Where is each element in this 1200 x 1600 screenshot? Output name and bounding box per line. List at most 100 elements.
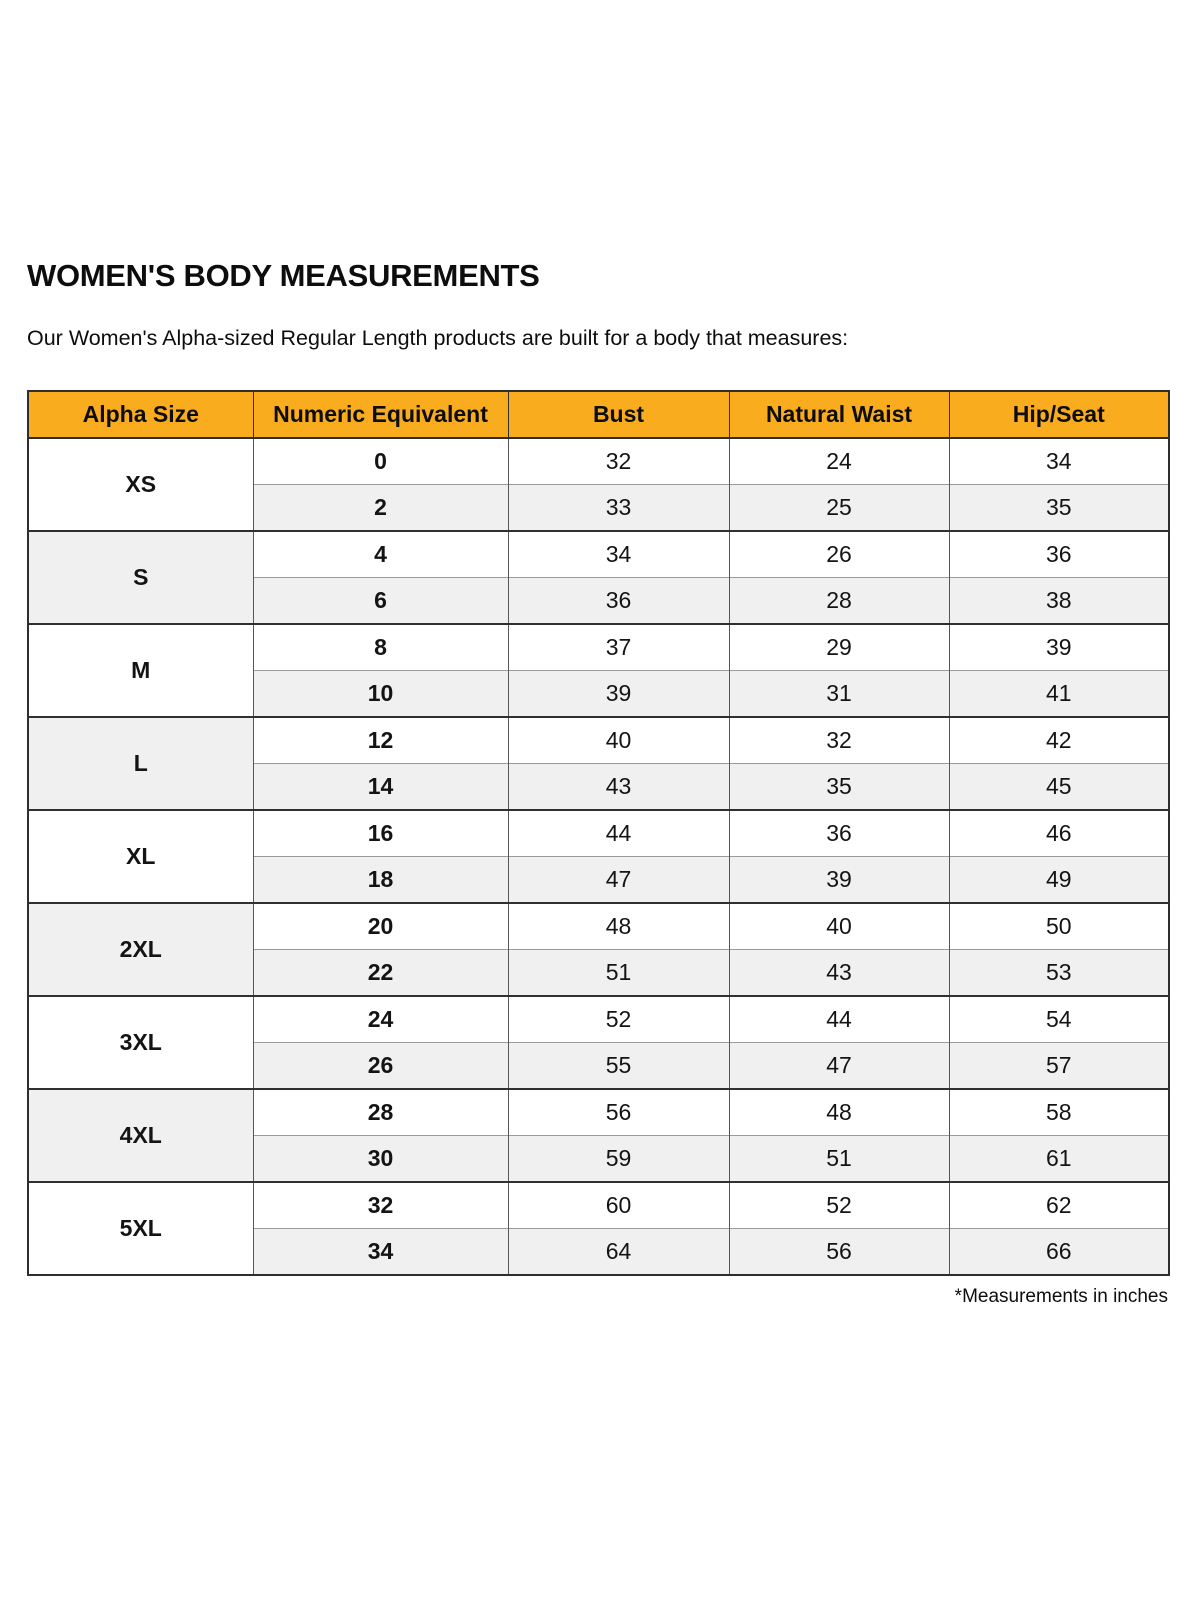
numeric-cell: 22 xyxy=(252,949,509,996)
bust-cell: 52 xyxy=(507,995,730,1043)
hip-cell: 54 xyxy=(948,995,1170,1043)
numeric-cell: 2 xyxy=(252,484,509,531)
waist-cell: 48 xyxy=(728,1088,950,1136)
alpha-size-cell: XL xyxy=(27,809,254,903)
bust-cell: 36 xyxy=(507,577,730,624)
bust-cell: 59 xyxy=(507,1135,730,1182)
table-row: M 8 37 29 39 xyxy=(27,623,1170,717)
waist-cell: 36 xyxy=(728,809,950,857)
waist-cell: 56 xyxy=(728,1228,950,1275)
waist-cell: 29 xyxy=(728,623,950,671)
table-row: 22 51 43 53 xyxy=(28,949,1170,996)
hip-cell: 57 xyxy=(948,1042,1170,1089)
page-title: WOMEN'S BODY MEASUREMENTS xyxy=(27,258,540,293)
waist-cell: 39 xyxy=(728,856,950,903)
numeric-cell: 8 xyxy=(252,623,509,671)
alpha-size-cell: 4XL xyxy=(27,1088,254,1182)
numeric-cell: 0 xyxy=(252,437,509,485)
table-row: XS 0 32 24 34 xyxy=(27,437,1170,531)
bust-cell: 44 xyxy=(507,809,730,857)
hip-cell: 46 xyxy=(948,809,1170,857)
hip-cell: 61 xyxy=(948,1135,1170,1182)
table-row: 2 33 25 35 xyxy=(28,484,1170,531)
numeric-cell: 6 xyxy=(252,577,509,624)
hip-cell: 42 xyxy=(948,716,1170,764)
table-row: 5XL 32 60 52 62 xyxy=(27,1181,1170,1275)
numeric-cell: 24 xyxy=(252,995,509,1043)
waist-cell: 40 xyxy=(728,902,950,950)
alpha-size-cell: L xyxy=(27,716,254,810)
column-header-numeric-equivalent: Numeric Equivalent xyxy=(252,390,509,439)
alpha-size-cell: 5XL xyxy=(27,1181,254,1275)
hip-cell: 53 xyxy=(948,949,1170,996)
table-row: 6 36 28 38 xyxy=(28,577,1170,624)
waist-cell: 47 xyxy=(728,1042,950,1089)
numeric-cell: 32 xyxy=(252,1181,509,1229)
measurements-footnote: *Measurements in inches xyxy=(954,1286,1168,1307)
alpha-size-cell: XS xyxy=(27,437,254,531)
table-row: XL 16 44 36 46 xyxy=(27,809,1170,903)
numeric-cell: 34 xyxy=(252,1228,509,1275)
numeric-cell: 16 xyxy=(252,809,509,857)
bust-cell: 43 xyxy=(507,763,730,810)
alpha-size-cell: M xyxy=(27,623,254,717)
hip-cell: 36 xyxy=(948,530,1170,578)
waist-cell: 28 xyxy=(728,577,950,624)
alpha-size-cell: 2XL xyxy=(27,902,254,996)
hip-cell: 66 xyxy=(948,1228,1170,1275)
bust-cell: 40 xyxy=(507,716,730,764)
column-header-bust: Bust xyxy=(507,390,730,439)
bust-cell: 64 xyxy=(507,1228,730,1275)
hip-cell: 58 xyxy=(948,1088,1170,1136)
bust-cell: 56 xyxy=(507,1088,730,1136)
waist-cell: 35 xyxy=(728,763,950,810)
table-row: 14 43 35 45 xyxy=(28,763,1170,810)
bust-cell: 39 xyxy=(507,670,730,717)
alpha-size-cell: 3XL xyxy=(27,995,254,1089)
numeric-cell: 20 xyxy=(252,902,509,950)
hip-cell: 45 xyxy=(948,763,1170,810)
column-header-alpha-size: Alpha Size xyxy=(27,390,254,439)
hip-cell: 38 xyxy=(948,577,1170,624)
waist-cell: 51 xyxy=(728,1135,950,1182)
table-row: 18 47 39 49 xyxy=(28,856,1170,903)
bust-cell: 55 xyxy=(507,1042,730,1089)
numeric-cell: 10 xyxy=(252,670,509,717)
hip-cell: 35 xyxy=(948,484,1170,531)
alpha-size-cell: S xyxy=(27,530,254,624)
column-header-natural-waist: Natural Waist xyxy=(728,390,950,439)
column-header-hip-seat: Hip/Seat xyxy=(948,390,1170,439)
hip-cell: 39 xyxy=(948,623,1170,671)
table-row: S 4 34 26 36 xyxy=(27,530,1170,624)
bust-cell: 60 xyxy=(507,1181,730,1229)
hip-cell: 34 xyxy=(948,437,1170,485)
waist-cell: 52 xyxy=(728,1181,950,1229)
waist-cell: 32 xyxy=(728,716,950,764)
bust-cell: 51 xyxy=(507,949,730,996)
table-header-row: Alpha Size Numeric Equivalent Bust Natur… xyxy=(27,390,1170,439)
hip-cell: 41 xyxy=(948,670,1170,717)
table-row: 2XL 20 48 40 50 xyxy=(27,902,1170,996)
table-row: 26 55 47 57 xyxy=(28,1042,1170,1089)
waist-cell: 31 xyxy=(728,670,950,717)
numeric-cell: 14 xyxy=(252,763,509,810)
waist-cell: 26 xyxy=(728,530,950,578)
waist-cell: 43 xyxy=(728,949,950,996)
numeric-cell: 18 xyxy=(252,856,509,903)
table-row: L 12 40 32 42 xyxy=(27,716,1170,810)
table-row: 3XL 24 52 44 54 xyxy=(27,995,1170,1089)
hip-cell: 62 xyxy=(948,1181,1170,1229)
table-row: 30 59 51 61 xyxy=(28,1135,1170,1182)
hip-cell: 50 xyxy=(948,902,1170,950)
bust-cell: 47 xyxy=(507,856,730,903)
table-row: 4XL 28 56 48 58 xyxy=(27,1088,1170,1182)
numeric-cell: 28 xyxy=(252,1088,509,1136)
size-table: Alpha Size Numeric Equivalent Bust Natur… xyxy=(27,390,1170,1276)
numeric-cell: 12 xyxy=(252,716,509,764)
bust-cell: 32 xyxy=(507,437,730,485)
waist-cell: 24 xyxy=(728,437,950,485)
numeric-cell: 30 xyxy=(252,1135,509,1182)
page-subtitle: Our Women's Alpha-sized Regular Length p… xyxy=(27,326,849,350)
waist-cell: 25 xyxy=(728,484,950,531)
